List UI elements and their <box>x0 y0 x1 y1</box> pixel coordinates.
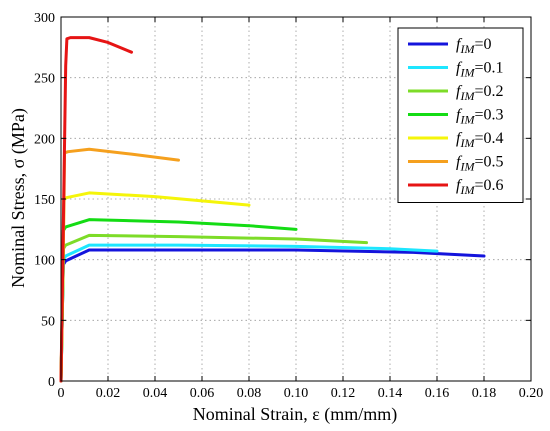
x-tick-label: 0.14 <box>378 386 403 401</box>
x-tick-label: 0.08 <box>237 386 262 401</box>
x-tick-label: 0.20 <box>519 386 544 401</box>
x-tick-label: 0.16 <box>425 386 450 401</box>
x-tick-label: 0.18 <box>472 386 497 401</box>
legend-label: fIM=0.2 <box>456 83 503 103</box>
x-tick-label: 0.04 <box>143 386 168 401</box>
axis-ticks: 0 0.02 0.04 0.06 0.08 0.10 0.12 0.14 0.16 0.18 0.2… <box>34 11 543 401</box>
legend: fIM=0 fIM=0.1 fIM=0.2 fIM=0.3 fIM=0.4 fIM=0.5… <box>397 27 524 203</box>
series-line-fim-0.6 <box>59 36 133 383</box>
y-tick-label: 100 <box>34 254 55 269</box>
x-tick-label: 0.06 <box>190 386 215 401</box>
y-tick-label: 300 <box>34 11 55 26</box>
y-tick-label: 0 <box>48 375 55 390</box>
legend-label: fIM=0.3 <box>456 107 503 127</box>
legend-label: fIM=0.1 <box>456 60 503 80</box>
legend-label: fIM=0 <box>456 36 491 56</box>
legend-label: fIM=0.5 <box>456 154 503 174</box>
legend-label: fIM=0.6 <box>456 177 503 197</box>
x-axis-label: Nominal Strain, ε (mm/mm) <box>193 404 398 425</box>
x-tick-label: 0.12 <box>331 386 356 401</box>
series-line-fim-0.5 <box>59 147 180 383</box>
series-line-fim-0.2 <box>59 233 368 383</box>
series-line-fim-0 <box>59 248 486 383</box>
y-tick-label: 200 <box>34 132 55 147</box>
y-tick-label: 50 <box>41 314 55 329</box>
y-tick-label: 250 <box>34 72 55 87</box>
x-tick-label: 0 <box>58 386 65 401</box>
x-tick-label: 0.10 <box>284 386 309 401</box>
legend-label: fIM=0.4 <box>456 130 503 150</box>
y-axis-label: Nominal Stress, σ (MPa) <box>8 108 29 288</box>
x-tick-label: 0.02 <box>96 386 121 401</box>
y-tick-label: 150 <box>34 193 55 208</box>
